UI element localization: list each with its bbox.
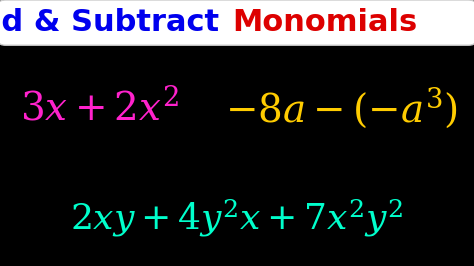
Text: Add & Subtract: Add & Subtract	[0, 8, 230, 37]
Text: Monomials: Monomials	[232, 8, 418, 37]
Text: $3x+2x^2$: $3x+2x^2$	[20, 88, 179, 127]
FancyBboxPatch shape	[0, 0, 474, 45]
Text: $-8a-(-a^3)$: $-8a-(-a^3)$	[225, 86, 458, 130]
Text: $2xy+4y^2x+7x^2y^2$: $2xy+4y^2x+7x^2y^2$	[70, 197, 404, 239]
